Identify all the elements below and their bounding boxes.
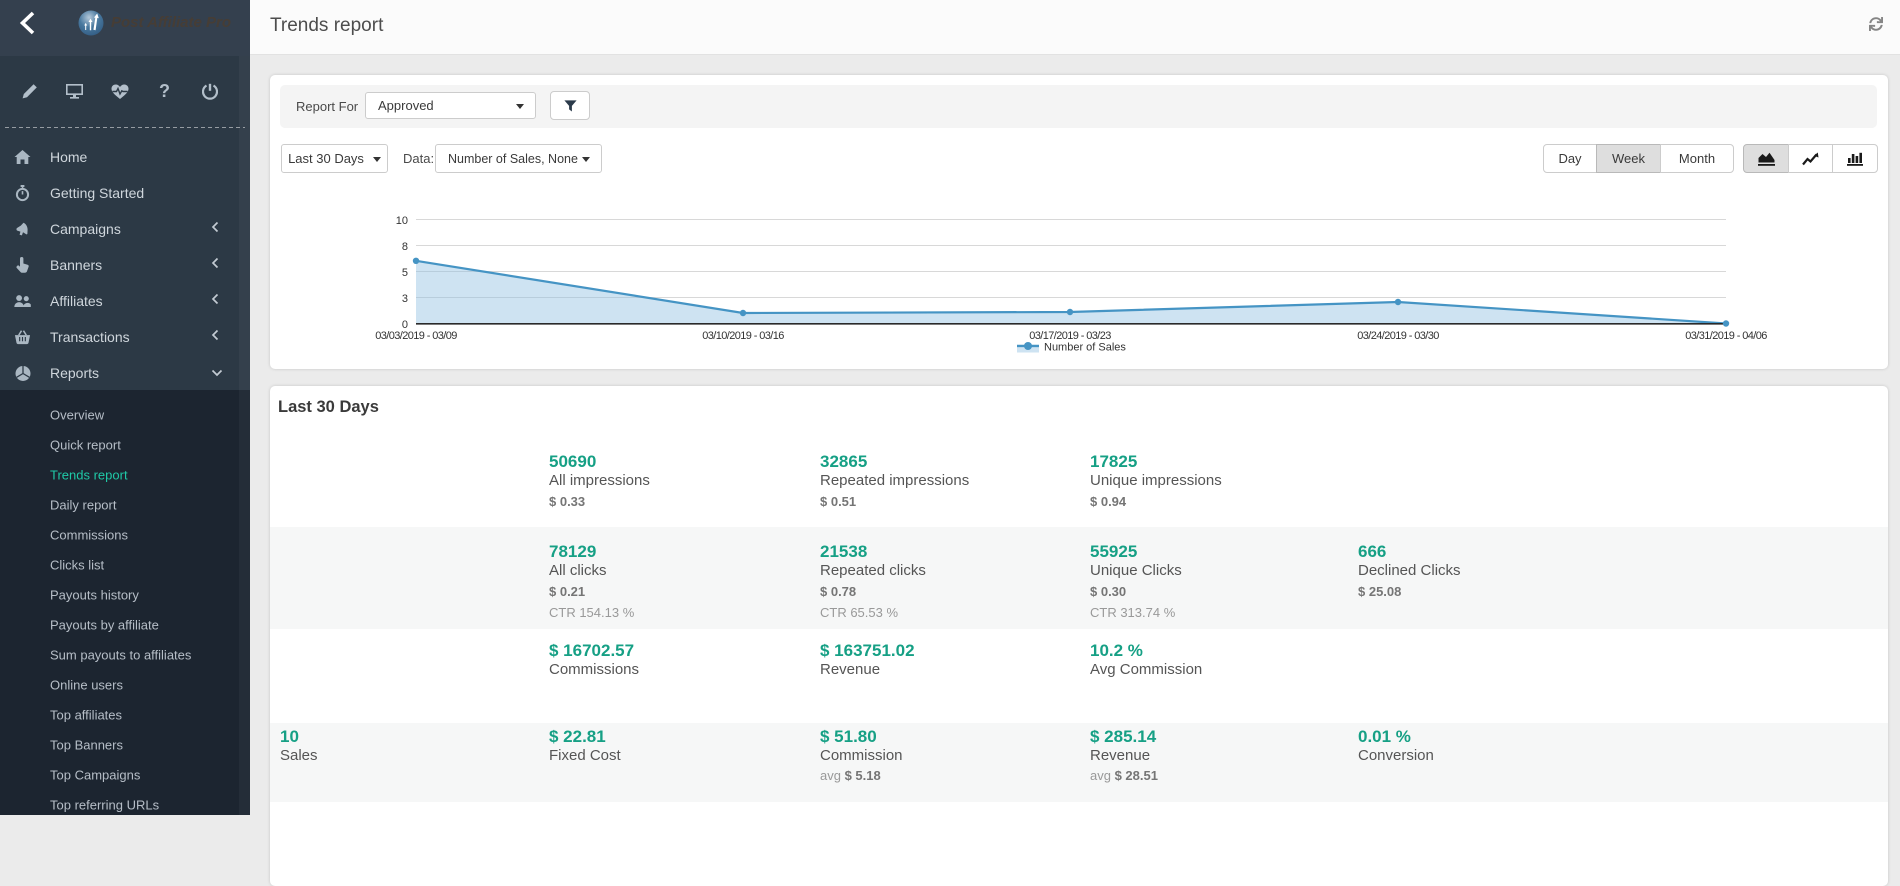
svg-text:3: 3 xyxy=(402,293,408,305)
svg-text:03/03/2019 - 03/09: 03/03/2019 - 03/09 xyxy=(375,330,457,342)
svg-text:03/31/2019 - 04/06: 03/31/2019 - 04/06 xyxy=(1685,330,1767,342)
svg-text:03/10/2019 - 03/16: 03/10/2019 - 03/16 xyxy=(702,330,784,342)
svg-text:03/24/2019 - 03/30: 03/24/2019 - 03/30 xyxy=(1357,330,1439,342)
svg-text:8: 8 xyxy=(402,241,408,253)
svg-text:10: 10 xyxy=(396,215,408,227)
svg-text:5: 5 xyxy=(402,267,408,279)
svg-text:0: 0 xyxy=(402,319,408,331)
svg-text:Number of Sales: Number of Sales xyxy=(1044,342,1126,354)
svg-text:03/17/2019 - 03/23: 03/17/2019 - 03/23 xyxy=(1029,330,1111,342)
